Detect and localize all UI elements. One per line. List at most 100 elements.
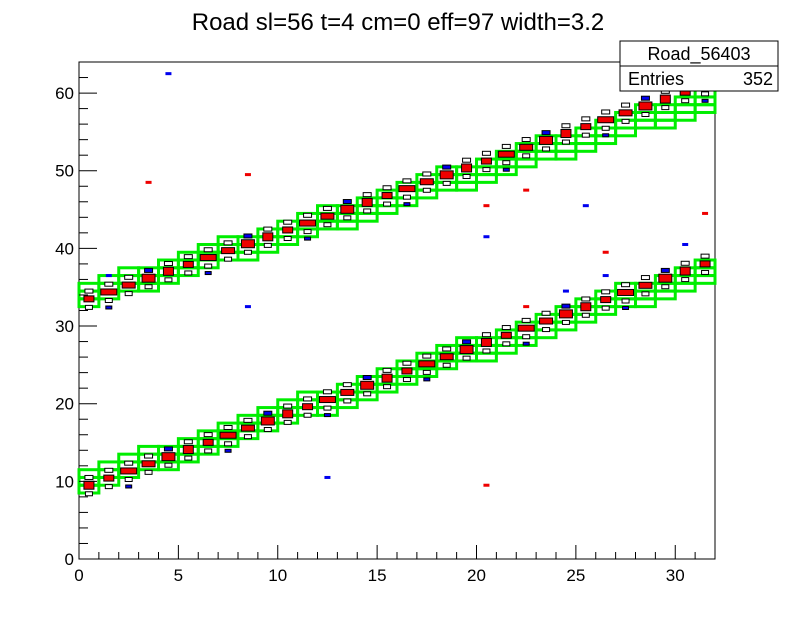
hit-box	[221, 247, 236, 255]
hit-box	[462, 157, 472, 163]
hit-box	[304, 236, 312, 241]
hit-box	[240, 239, 255, 249]
hit-box	[342, 382, 352, 388]
hit-box	[482, 348, 491, 354]
hit-box	[661, 284, 670, 290]
hit-box	[618, 109, 633, 117]
stats-box: Road_56403 Entries 352	[619, 40, 779, 92]
hit-box	[641, 112, 650, 118]
hit-box	[363, 391, 372, 397]
hit-box	[580, 123, 592, 131]
hit-box	[398, 185, 416, 193]
stray-hit	[483, 483, 490, 487]
stray-hit	[324, 475, 331, 479]
hit-box	[602, 133, 610, 138]
hit-box	[501, 325, 511, 331]
hit-box	[402, 360, 412, 366]
hit-box	[640, 95, 650, 101]
hit-box	[163, 261, 173, 267]
hit-box	[104, 467, 114, 473]
hit-box	[104, 484, 113, 490]
hit-box	[500, 331, 512, 339]
hit-box	[542, 146, 551, 152]
hit-box	[522, 334, 531, 340]
hit-box	[423, 377, 431, 382]
hit-box	[243, 434, 252, 440]
hit-box	[83, 295, 95, 303]
hit-box	[323, 222, 332, 228]
hit-box	[340, 204, 355, 214]
x-tick-label: 5	[174, 566, 183, 585]
hit-box	[164, 277, 173, 283]
hit-box	[318, 396, 336, 404]
hit-box	[183, 439, 193, 445]
hit-box	[323, 413, 331, 418]
hit-box	[243, 417, 253, 423]
hit-box	[204, 263, 213, 269]
hit-box	[439, 353, 454, 361]
chart-title: Road sl=56 t=4 cm=0 eff=97 width=3.2	[192, 9, 605, 36]
hit-box	[161, 452, 176, 462]
hit-box	[202, 438, 214, 446]
hit-box	[402, 178, 412, 184]
hit-box	[124, 274, 134, 280]
hit-box	[402, 194, 411, 200]
hit-box	[580, 302, 592, 312]
hit-box	[224, 441, 233, 447]
hit-box	[497, 150, 515, 158]
hit-box	[124, 460, 134, 466]
hit-box	[263, 427, 272, 433]
x-tick-label: 15	[368, 566, 387, 585]
hit-box	[597, 116, 615, 124]
hit-box	[282, 409, 294, 419]
hit-box	[183, 254, 193, 260]
hit-box	[263, 226, 273, 232]
hit-box	[661, 105, 670, 111]
hit-box	[581, 296, 591, 302]
stats-box-name: Road_56403	[647, 44, 750, 65]
hit-box	[382, 367, 392, 373]
hit-box	[182, 445, 194, 455]
hit-box	[162, 266, 174, 276]
hit-box	[203, 247, 213, 253]
hit-box	[105, 305, 113, 310]
hit-box	[204, 271, 212, 276]
hits-layer	[83, 72, 714, 497]
hit-box	[640, 275, 650, 281]
hit-box	[422, 353, 432, 359]
hit-box	[601, 305, 610, 311]
hit-box	[144, 284, 153, 290]
stray-hit	[702, 211, 709, 215]
hit-box	[621, 298, 630, 304]
hit-box	[521, 137, 531, 143]
y-tick-label: 50	[55, 162, 74, 181]
hit-box	[681, 277, 690, 283]
y-tick-label: 30	[55, 317, 74, 336]
stray-hit	[105, 274, 112, 278]
hit-box	[581, 312, 590, 318]
hit-box	[323, 405, 332, 411]
hit-box	[84, 491, 93, 497]
hit-box	[442, 180, 451, 186]
hit-box	[558, 309, 573, 319]
x-tick-label: 0	[74, 566, 83, 585]
hit-box	[260, 416, 275, 426]
hit-box	[659, 94, 671, 104]
hit-box	[219, 431, 237, 439]
hit-box	[581, 116, 591, 122]
hit-box	[383, 201, 392, 207]
hit-box	[121, 281, 136, 289]
axes-layer: 0 5 10 15 20 25 30 0 10 20 30 40 50 60	[55, 61, 716, 585]
hit-box	[561, 319, 570, 325]
hit-box	[422, 187, 431, 193]
hit-box	[418, 360, 436, 368]
y-tick-label: 40	[55, 239, 74, 258]
hit-box	[322, 205, 332, 211]
hit-box	[641, 291, 650, 297]
hit-box	[522, 341, 530, 346]
hit-box	[539, 317, 554, 325]
hit-box	[701, 91, 710, 97]
x-tick-label: 25	[566, 566, 585, 585]
stray-hit	[244, 305, 251, 309]
hit-box	[283, 403, 293, 409]
